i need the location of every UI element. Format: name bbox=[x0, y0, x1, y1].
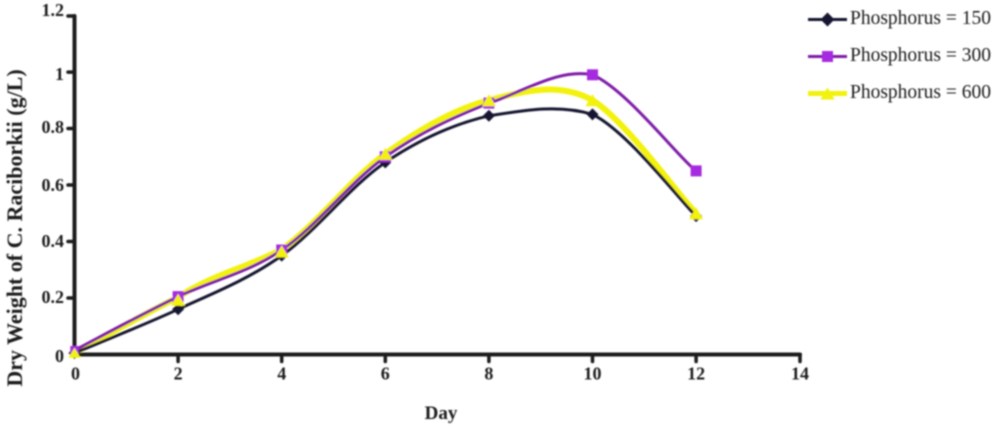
svg-text:0.2: 0.2 bbox=[42, 287, 65, 307]
svg-text:2: 2 bbox=[174, 364, 183, 384]
svg-text:Phosphorus = 600: Phosphorus = 600 bbox=[850, 82, 991, 103]
svg-text:Phosphorus = 300: Phosphorus = 300 bbox=[850, 45, 991, 66]
svg-text:8: 8 bbox=[484, 364, 493, 384]
svg-text:1.2: 1.2 bbox=[42, 0, 65, 20]
svg-text:1: 1 bbox=[55, 64, 64, 84]
svg-text:Dry Weight of C. Raciborkii (g: Dry Weight of C. Raciborkii (g/L) bbox=[2, 69, 27, 386]
svg-text:Phosphorus = 150: Phosphorus = 150 bbox=[850, 8, 991, 29]
svg-text:6: 6 bbox=[381, 364, 390, 384]
svg-text:14: 14 bbox=[791, 364, 809, 384]
svg-text:0.6: 0.6 bbox=[42, 175, 65, 195]
svg-text:4: 4 bbox=[277, 364, 286, 384]
svg-text:0: 0 bbox=[71, 364, 80, 384]
svg-text:Day: Day bbox=[425, 403, 458, 424]
svg-text:0.4: 0.4 bbox=[42, 231, 65, 251]
svg-text:0: 0 bbox=[55, 346, 64, 366]
svg-text:0.8: 0.8 bbox=[42, 117, 65, 137]
svg-text:12: 12 bbox=[687, 364, 705, 384]
svg-text:10: 10 bbox=[584, 364, 602, 384]
